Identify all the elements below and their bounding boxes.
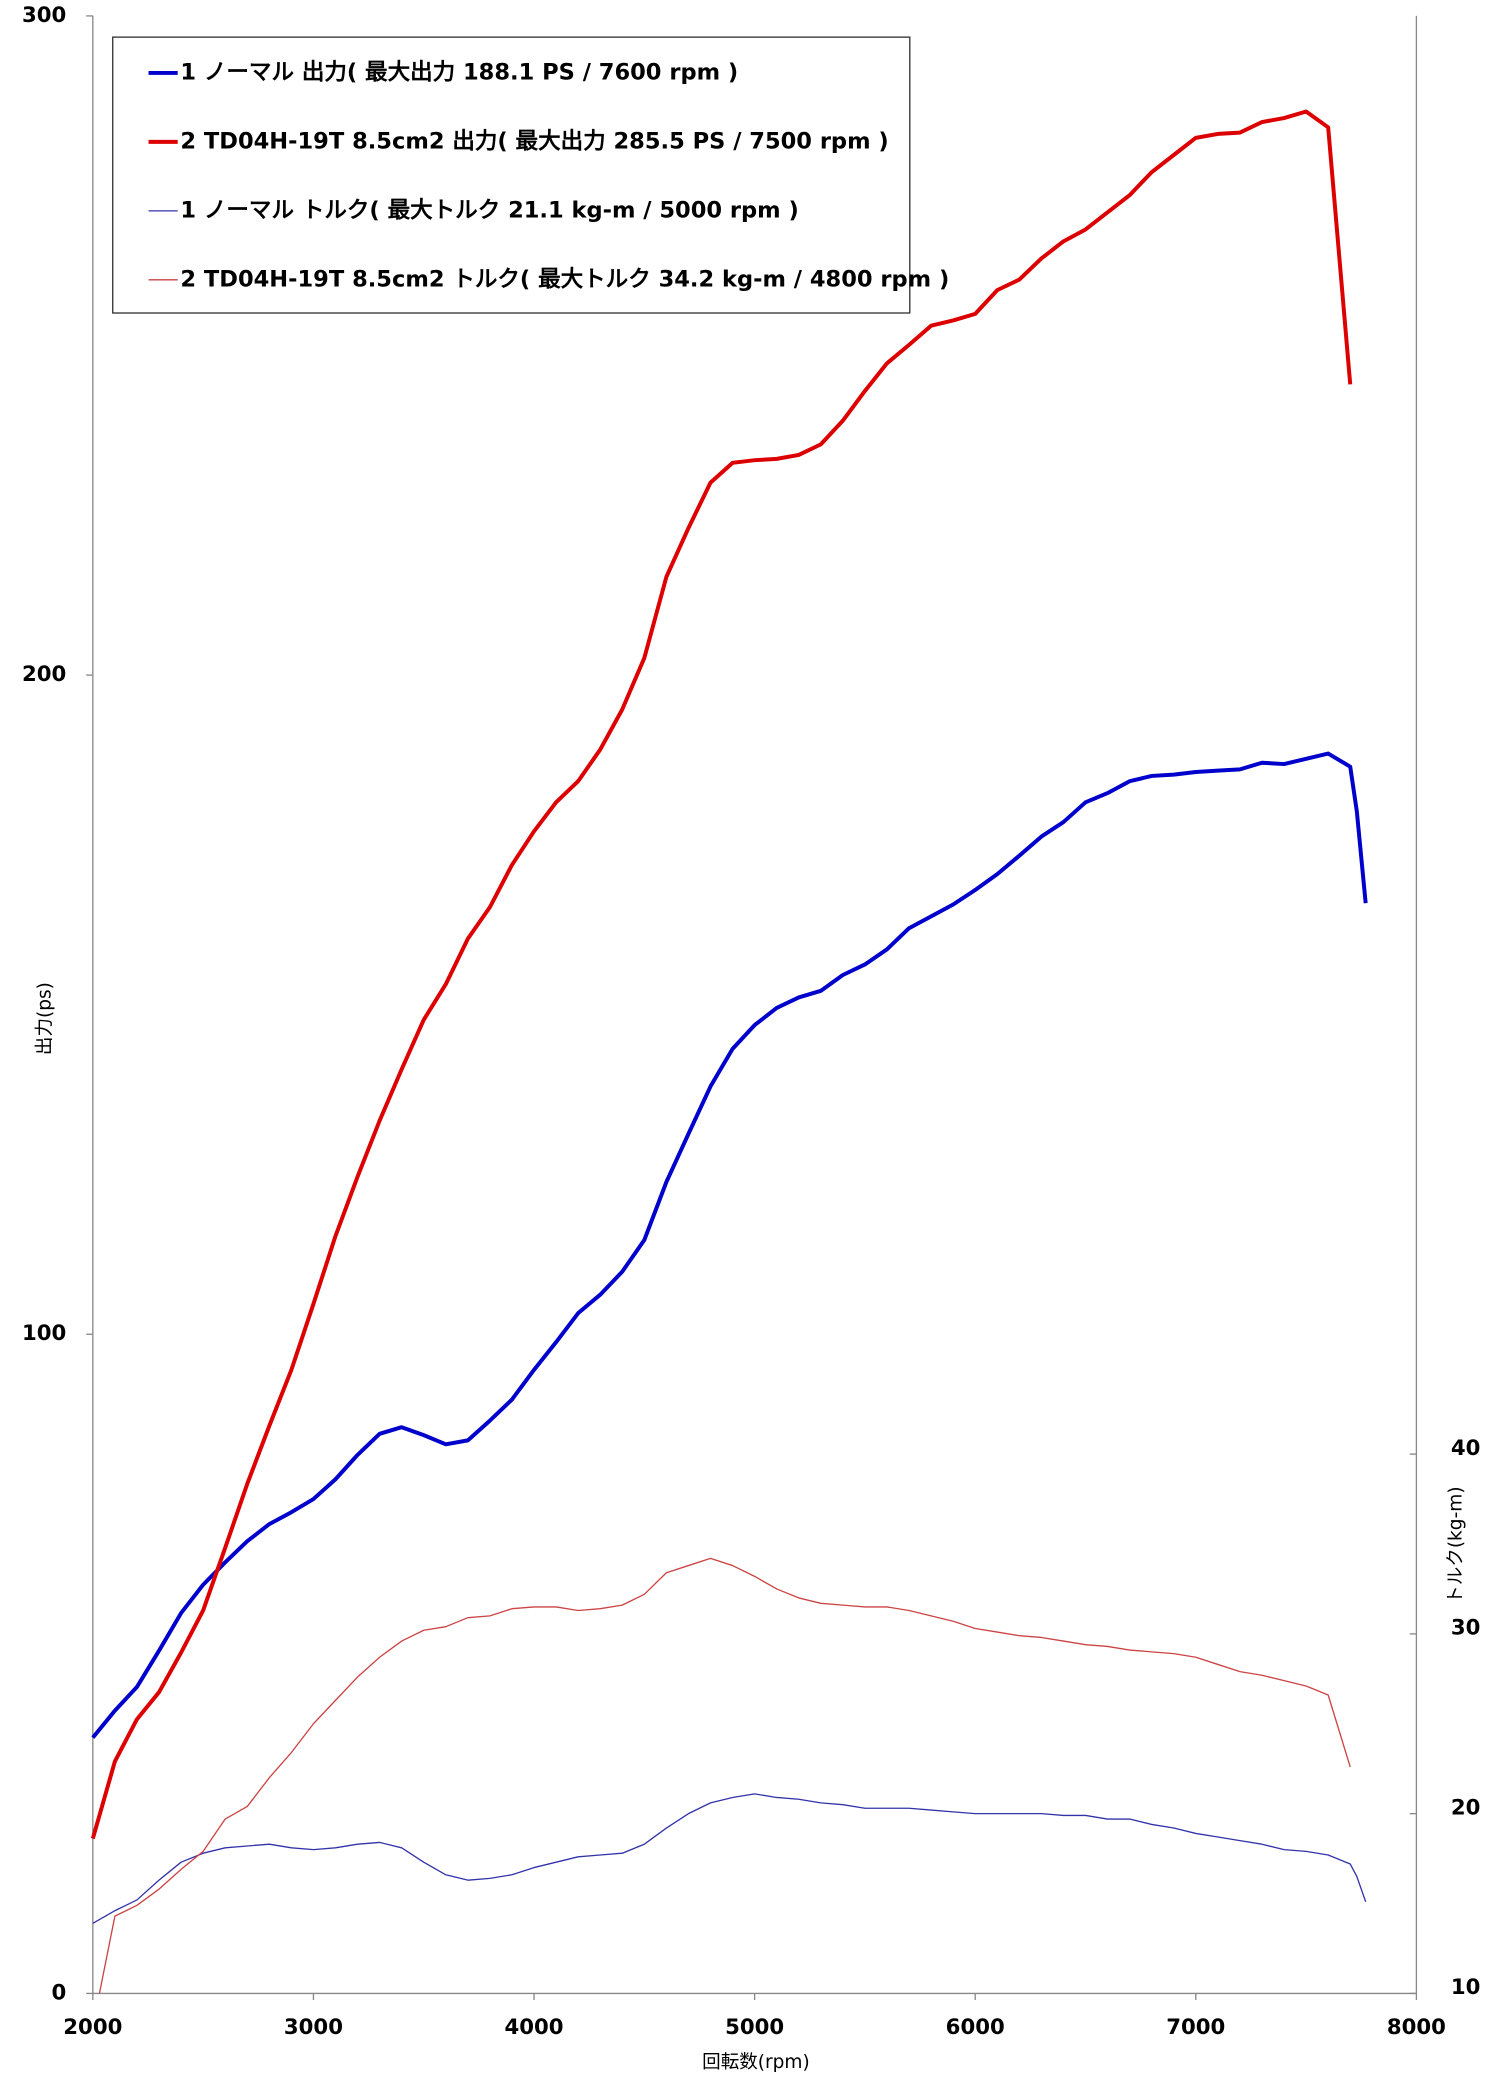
- y-tick-label: 300: [22, 3, 66, 28]
- x-axis-label: 回転数(rpm): [702, 2052, 810, 2073]
- line: [91, 751, 1368, 1739]
- legend-label: 2 TD04H-19T 8.5cm2 トルク( 最大トルク 34.2 kg-m …: [180, 266, 949, 292]
- y-tick-label: 100: [22, 1321, 66, 1346]
- x-tick-label: 6000: [946, 2015, 1005, 2040]
- x-tick-label: 4000: [504, 2015, 563, 2040]
- legend-box: [112, 36, 911, 314]
- line: [92, 1793, 1367, 1924]
- line: [98, 1557, 1351, 1994]
- y-axis-label: 出力(ps): [35, 982, 56, 1055]
- x-tick-label: 7000: [1166, 2015, 1225, 2040]
- y2-tick-label: 40: [1451, 1436, 1481, 1461]
- legend-label: 2 TD04H-19T 8.5cm2 出力( 最大出力 285.5 PS / 7…: [180, 128, 888, 154]
- y-tick-label: 0: [52, 1980, 67, 2005]
- y2-tick-label: 20: [1451, 1795, 1481, 1820]
- line: [90, 109, 1353, 1840]
- y2-axis-label: トルク(kg-m): [1446, 1486, 1467, 1603]
- y2-tick-label: 10: [1451, 1975, 1481, 2000]
- legend-label: 1 ノーマル 出力( 最大出力 188.1 PS / 7600 rpm ): [180, 59, 738, 85]
- x-tick-label: 3000: [284, 2015, 343, 2040]
- y-tick-label: 200: [22, 662, 66, 687]
- legend-label: 1 ノーマル トルク( 最大トルク 21.1 kg-m / 5000 rpm ): [180, 197, 798, 223]
- x-tick-label: 8000: [1387, 2015, 1446, 2040]
- x-tick-label: 5000: [725, 2015, 784, 2040]
- x-tick-label: 2000: [63, 2015, 122, 2040]
- y2-tick-label: 30: [1451, 1616, 1481, 1641]
